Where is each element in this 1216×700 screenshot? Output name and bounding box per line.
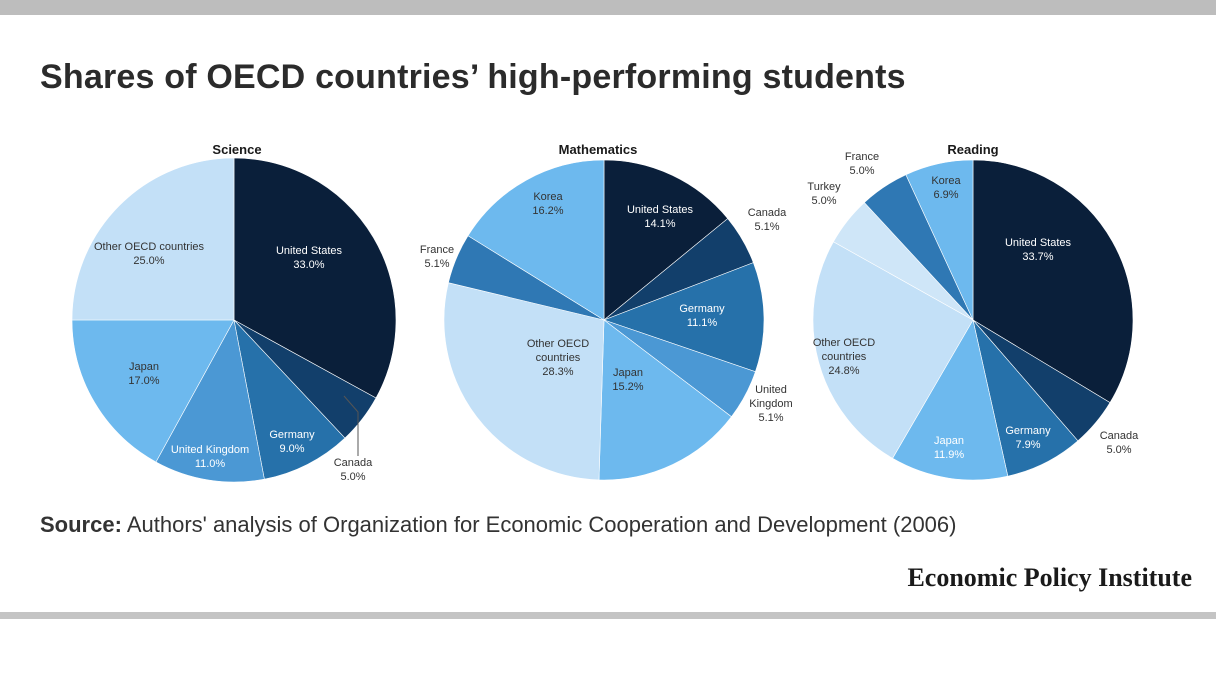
slice-japan <box>71 319 235 463</box>
slice-united-states <box>603 159 729 321</box>
leader-line <box>343 395 359 456</box>
pie-reading: Reading United States 33.7% Canada 5.0% Germa… <box>803 142 1143 500</box>
pie-mathematics: Mathematics United States 14.1% Canada 5.1% G… <box>420 142 793 500</box>
slice-other-oecd-countries <box>812 241 974 459</box>
slice-united-states <box>233 157 397 399</box>
pie-science: Science United States 33.0% Canada 5.0% Germa… <box>64 142 404 500</box>
pie-title: Reading <box>947 142 998 157</box>
page-title: Shares of OECD countries’ high-performin… <box>40 58 906 96</box>
slice-label: Germany 11.1% <box>679 303 725 329</box>
slice-japan <box>598 319 732 481</box>
slice-label: United States 33.0% <box>276 245 343 271</box>
slice-label: United States 33.7% <box>1005 237 1072 263</box>
slice-label: France 5.0% <box>845 151 879 177</box>
slice-japan <box>892 319 1009 481</box>
bottom-rule <box>0 612 1216 619</box>
slice-label: United Kingdom 11.0% <box>171 444 249 470</box>
pie-title: Science <box>212 142 261 157</box>
slice-other-oecd-countries <box>71 157 235 321</box>
slice-label: Canada 5.0% <box>334 457 373 483</box>
slice-label: Other OECD countries 28.3% <box>527 338 589 378</box>
top-rule <box>0 0 1216 15</box>
slice-united-kingdom <box>155 319 265 483</box>
slice-korea <box>467 159 605 321</box>
brand-logo: Economic Policy Institute <box>907 563 1192 592</box>
slice-label: Canada 5.1% <box>748 207 787 233</box>
slice-germany <box>233 319 346 480</box>
slice-united-states <box>972 159 1134 404</box>
slice-label: Korea 16.2% <box>532 191 563 217</box>
slice-label: Japan 17.0% <box>128 361 159 387</box>
slice-label: Japan 11.9% <box>934 435 965 461</box>
slice-other-oecd-countries <box>443 282 605 481</box>
source-text: Authors' analysis of Organization for Ec… <box>121 512 957 537</box>
slice-label: Other OECD countries 25.0% <box>94 241 205 267</box>
slice-label: France 5.1% <box>420 244 454 270</box>
pie-title: Mathematics <box>559 142 638 157</box>
slice-label: Other OECD countries 24.8% <box>813 337 875 377</box>
source-note: Source: Authors' analysis of Organizatio… <box>40 512 956 538</box>
slice-label: United States 14.1% <box>627 204 694 230</box>
slice-label: Turkey 5.0% <box>807 181 841 207</box>
slice-label: Korea 6.9% <box>931 175 961 201</box>
pie-charts: Science United States 33.0% Canada 5.0% Germa… <box>64 142 1143 500</box>
slice-label: Canada 5.0% <box>1100 430 1139 456</box>
slice-label: United Kingdom 5.1% <box>749 384 792 424</box>
slice-korea <box>905 159 974 321</box>
slice-label: Germany 9.0% <box>269 429 315 455</box>
source-label: Source: <box>40 512 122 537</box>
slice-label: Japan 15.2% <box>612 367 643 393</box>
slice-label: Germany 7.9% <box>1005 425 1051 451</box>
slice-germany <box>603 262 765 373</box>
